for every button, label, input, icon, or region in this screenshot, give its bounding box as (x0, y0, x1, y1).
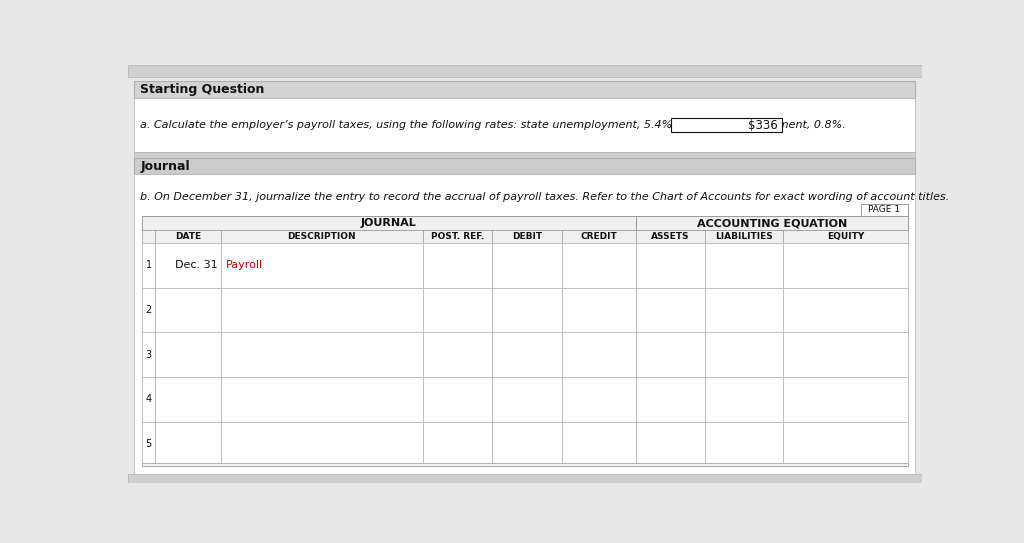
Text: $336: $336 (748, 119, 777, 132)
Bar (562, 288, 636, 332)
Bar (155, 422, 221, 466)
Bar (706, 422, 783, 466)
Bar (706, 332, 783, 377)
Bar (134, 80, 915, 98)
Bar (142, 216, 636, 230)
Bar (706, 243, 783, 288)
Bar (636, 288, 706, 332)
Bar (142, 377, 155, 422)
Text: POST. REF.: POST. REF. (431, 232, 484, 241)
Bar (636, 377, 706, 422)
Text: 4: 4 (145, 394, 152, 405)
Bar (493, 377, 562, 422)
Bar (423, 243, 493, 288)
Text: DESCRIPTION: DESCRIPTION (288, 232, 356, 241)
Bar (493, 332, 562, 377)
Bar (562, 332, 636, 377)
Text: 5: 5 (145, 439, 152, 449)
Bar (783, 288, 907, 332)
Bar (562, 230, 636, 243)
Text: JOURNAL: JOURNAL (360, 218, 417, 228)
Bar (221, 230, 423, 243)
Bar (142, 463, 907, 466)
Text: DATE: DATE (175, 232, 201, 241)
Bar (423, 230, 493, 243)
Bar (706, 288, 783, 332)
Text: a. Calculate the employer’s payroll taxes, using the following rates: state unem: a. Calculate the employer’s payroll taxe… (140, 120, 846, 130)
Bar (783, 332, 907, 377)
Bar (134, 98, 915, 152)
Text: PAGE 1: PAGE 1 (868, 205, 900, 214)
Bar (636, 230, 706, 243)
Text: b. On December 31, journalize the entry to record the accrual of payroll taxes. : b. On December 31, journalize the entry … (140, 192, 949, 202)
Bar (155, 332, 221, 377)
Bar (861, 204, 907, 216)
Bar (493, 243, 562, 288)
Bar (562, 377, 636, 422)
Bar (562, 422, 636, 466)
Text: 1: 1 (145, 260, 152, 270)
Text: CREDIT: CREDIT (581, 232, 617, 241)
Bar (636, 216, 907, 230)
Text: ACCOUNTING EQUATION: ACCOUNTING EQUATION (696, 218, 847, 228)
Bar (128, 65, 922, 78)
Bar (671, 118, 782, 132)
Bar (221, 422, 423, 466)
Bar (783, 377, 907, 422)
Bar (423, 332, 493, 377)
Bar (493, 422, 562, 466)
Bar (221, 288, 423, 332)
Bar (636, 243, 706, 288)
Bar (221, 243, 423, 288)
Bar (783, 422, 907, 466)
Bar (142, 230, 155, 243)
Bar (142, 332, 155, 377)
Bar (706, 230, 783, 243)
Text: 3: 3 (145, 350, 152, 359)
Bar (128, 474, 922, 483)
Bar (493, 230, 562, 243)
Bar (221, 332, 423, 377)
Bar (423, 377, 493, 422)
Bar (134, 174, 915, 474)
Bar (636, 422, 706, 466)
Bar (142, 422, 155, 466)
Text: Journal: Journal (140, 160, 190, 173)
Bar (783, 230, 907, 243)
Bar (134, 159, 915, 174)
Bar (155, 377, 221, 422)
Bar (155, 243, 221, 288)
Bar (706, 377, 783, 422)
Text: Starting Question: Starting Question (140, 83, 265, 96)
Text: DEBIT: DEBIT (512, 232, 542, 241)
Text: LIABILITIES: LIABILITIES (715, 232, 773, 241)
Text: Payroll: Payroll (225, 260, 263, 270)
Bar (155, 230, 221, 243)
Bar (493, 288, 562, 332)
Bar (134, 152, 915, 159)
Bar (142, 288, 155, 332)
Text: ASSETS: ASSETS (651, 232, 690, 241)
Bar (423, 288, 493, 332)
Bar (142, 243, 155, 288)
Bar (783, 243, 907, 288)
Bar (155, 288, 221, 332)
Bar (221, 377, 423, 422)
Bar (636, 332, 706, 377)
Bar (423, 422, 493, 466)
Text: 2: 2 (145, 305, 152, 315)
Text: EQUITY: EQUITY (826, 232, 864, 241)
Bar (562, 243, 636, 288)
Text: Dec. 31: Dec. 31 (175, 260, 218, 270)
